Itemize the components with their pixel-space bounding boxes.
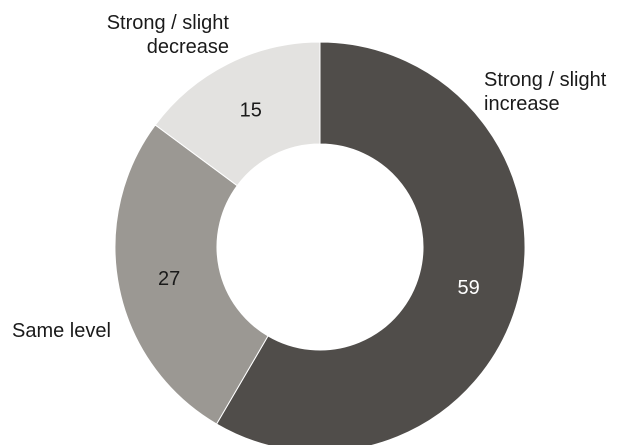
category-labels: Strong / slight increase Same level Strong … (12, 12, 607, 342)
value-label-same-level: 27 (158, 268, 180, 290)
category-label-strong-slight-increase: Strong / slight increase (484, 69, 607, 115)
slice-same-level (114, 124, 269, 425)
value-label-strong-slight-increase: 59 (458, 277, 480, 299)
category-label-strong-slight-decrease: Strong / slight decrease (107, 12, 230, 58)
slice-strong-slight-decrease (154, 41, 321, 187)
slice-strong-slight-increase (215, 41, 526, 445)
value-label-strong-slight-decrease: 15 (240, 99, 262, 121)
category-label-same-level: Same level (12, 320, 111, 342)
donut-slices (114, 41, 526, 445)
value-labels: 59 27 15 (158, 99, 480, 299)
